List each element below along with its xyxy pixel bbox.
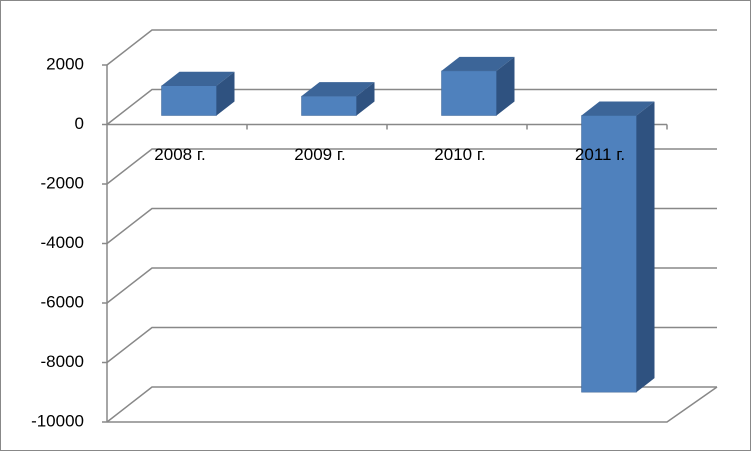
grid-line: [106, 29, 717, 66]
bar-top: [441, 56, 515, 71]
y-tick-label: -6000: [41, 292, 84, 311]
x-tick-label: 2008 г.: [154, 145, 205, 164]
bar-top: [301, 82, 375, 97]
bar-top: [581, 101, 655, 116]
x-tick-label: 2011 г.: [575, 145, 625, 164]
grid-line: [106, 267, 717, 304]
y-tick-label: -10000: [31, 411, 84, 430]
bar-side: [496, 56, 515, 116]
grid-line: [106, 326, 717, 364]
grid-line: [106, 386, 717, 423]
y-tick-label: -2000: [41, 173, 84, 192]
grid-line: [106, 207, 717, 245]
bar: [301, 95, 357, 116]
x-tick-label: 2010 г.: [434, 145, 485, 164]
y-tick-label: 2000: [46, 54, 84, 73]
bar: [161, 85, 217, 116]
y-tick-label: -8000: [41, 352, 84, 371]
bar-top: [161, 71, 235, 86]
bar: [441, 70, 497, 116]
floor-edge: [107, 386, 718, 423]
bar-side: [356, 82, 375, 116]
x-tick-label: 2009 г.: [294, 145, 345, 164]
grid-line: [106, 148, 717, 185]
grid-line: [106, 88, 717, 126]
bar-side: [636, 101, 655, 393]
bar-side: [216, 71, 235, 116]
y-tick-label: -4000: [41, 233, 84, 252]
y-tick-label: 0: [75, 114, 84, 133]
bar: [581, 115, 637, 393]
